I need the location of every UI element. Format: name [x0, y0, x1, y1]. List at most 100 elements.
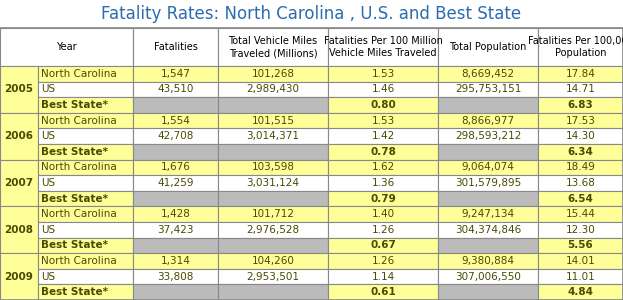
- Bar: [133, 144, 218, 160]
- Bar: [328, 269, 438, 284]
- Bar: [38, 238, 133, 253]
- Text: 2009: 2009: [4, 272, 34, 282]
- Bar: [538, 128, 623, 144]
- Text: 33,808: 33,808: [158, 272, 194, 282]
- Text: 15.44: 15.44: [566, 209, 596, 219]
- Text: 2,976,528: 2,976,528: [247, 225, 300, 235]
- Text: 1.42: 1.42: [371, 131, 394, 141]
- Text: 9,247,134: 9,247,134: [462, 209, 515, 219]
- Bar: [538, 238, 623, 253]
- Text: North Carolina: North Carolina: [41, 116, 117, 126]
- Bar: [538, 175, 623, 191]
- Text: Fatalities Per 100,000
Population: Fatalities Per 100,000 Population: [528, 36, 623, 58]
- Text: 1.36: 1.36: [371, 178, 394, 188]
- Bar: [438, 175, 538, 191]
- Bar: [38, 97, 133, 113]
- Bar: [218, 175, 328, 191]
- Bar: [133, 160, 218, 175]
- Bar: [218, 128, 328, 144]
- Text: 1,428: 1,428: [161, 209, 191, 219]
- Text: Best State*: Best State*: [41, 100, 108, 110]
- Bar: [218, 113, 328, 128]
- Bar: [218, 284, 328, 300]
- Text: Total Population: Total Population: [449, 42, 526, 52]
- Bar: [218, 160, 328, 175]
- Bar: [133, 191, 218, 206]
- Bar: [133, 206, 218, 222]
- Bar: [133, 97, 218, 113]
- Text: 6.83: 6.83: [568, 100, 593, 110]
- Bar: [38, 82, 133, 97]
- Bar: [133, 128, 218, 144]
- Text: 17.84: 17.84: [566, 69, 596, 79]
- Text: North Carolina: North Carolina: [41, 162, 117, 172]
- Text: 1,676: 1,676: [161, 162, 191, 172]
- Bar: [218, 97, 328, 113]
- Text: 17.53: 17.53: [566, 116, 596, 126]
- Text: 1.53: 1.53: [371, 69, 394, 79]
- Text: 1.26: 1.26: [371, 225, 394, 235]
- Bar: [328, 175, 438, 191]
- Text: 1.14: 1.14: [371, 272, 394, 282]
- Text: 3,031,124: 3,031,124: [247, 178, 300, 188]
- Text: 301,579,895: 301,579,895: [455, 178, 521, 188]
- Bar: [38, 128, 133, 144]
- Text: 0.80: 0.80: [370, 100, 396, 110]
- Text: 298,593,212: 298,593,212: [455, 131, 521, 141]
- Text: 43,510: 43,510: [158, 84, 194, 94]
- Bar: [328, 97, 438, 113]
- Bar: [328, 28, 438, 66]
- Bar: [133, 82, 218, 97]
- Text: 8,866,977: 8,866,977: [462, 116, 515, 126]
- Text: 0.78: 0.78: [370, 147, 396, 157]
- Bar: [438, 28, 538, 66]
- Bar: [538, 191, 623, 206]
- Bar: [218, 28, 328, 66]
- Text: US: US: [41, 131, 55, 141]
- Bar: [438, 238, 538, 253]
- Text: 4.84: 4.84: [568, 287, 594, 297]
- Text: 1.53: 1.53: [371, 116, 394, 126]
- Bar: [438, 160, 538, 175]
- Text: US: US: [41, 225, 55, 235]
- Bar: [218, 238, 328, 253]
- Bar: [538, 82, 623, 97]
- Bar: [538, 269, 623, 284]
- Text: North Carolina: North Carolina: [41, 69, 117, 79]
- Bar: [328, 144, 438, 160]
- Text: 37,423: 37,423: [157, 225, 194, 235]
- Text: 14.01: 14.01: [566, 256, 596, 266]
- Text: 8,669,452: 8,669,452: [462, 69, 515, 79]
- Bar: [38, 269, 133, 284]
- Text: 1,314: 1,314: [161, 256, 191, 266]
- Bar: [38, 206, 133, 222]
- Text: 13.68: 13.68: [566, 178, 596, 188]
- Text: 101,515: 101,515: [252, 116, 295, 126]
- Bar: [538, 206, 623, 222]
- Bar: [0, 28, 133, 66]
- Bar: [38, 191, 133, 206]
- Bar: [38, 253, 133, 269]
- Text: 1,554: 1,554: [161, 116, 191, 126]
- Bar: [218, 82, 328, 97]
- Text: 2006: 2006: [4, 131, 34, 141]
- Bar: [438, 144, 538, 160]
- Bar: [438, 253, 538, 269]
- Bar: [438, 66, 538, 82]
- Bar: [328, 206, 438, 222]
- Text: North Carolina: North Carolina: [41, 256, 117, 266]
- Bar: [538, 222, 623, 238]
- Text: 295,753,151: 295,753,151: [455, 84, 521, 94]
- Text: 6.54: 6.54: [568, 194, 594, 204]
- Bar: [218, 191, 328, 206]
- Bar: [328, 238, 438, 253]
- Bar: [328, 284, 438, 300]
- Text: 101,712: 101,712: [252, 209, 295, 219]
- Text: 1.46: 1.46: [371, 84, 394, 94]
- Text: 0.79: 0.79: [370, 194, 396, 204]
- Text: North Carolina: North Carolina: [41, 209, 117, 219]
- Bar: [0, 66, 38, 113]
- Bar: [328, 66, 438, 82]
- Text: 0.67: 0.67: [370, 240, 396, 250]
- Text: 101,268: 101,268: [252, 69, 295, 79]
